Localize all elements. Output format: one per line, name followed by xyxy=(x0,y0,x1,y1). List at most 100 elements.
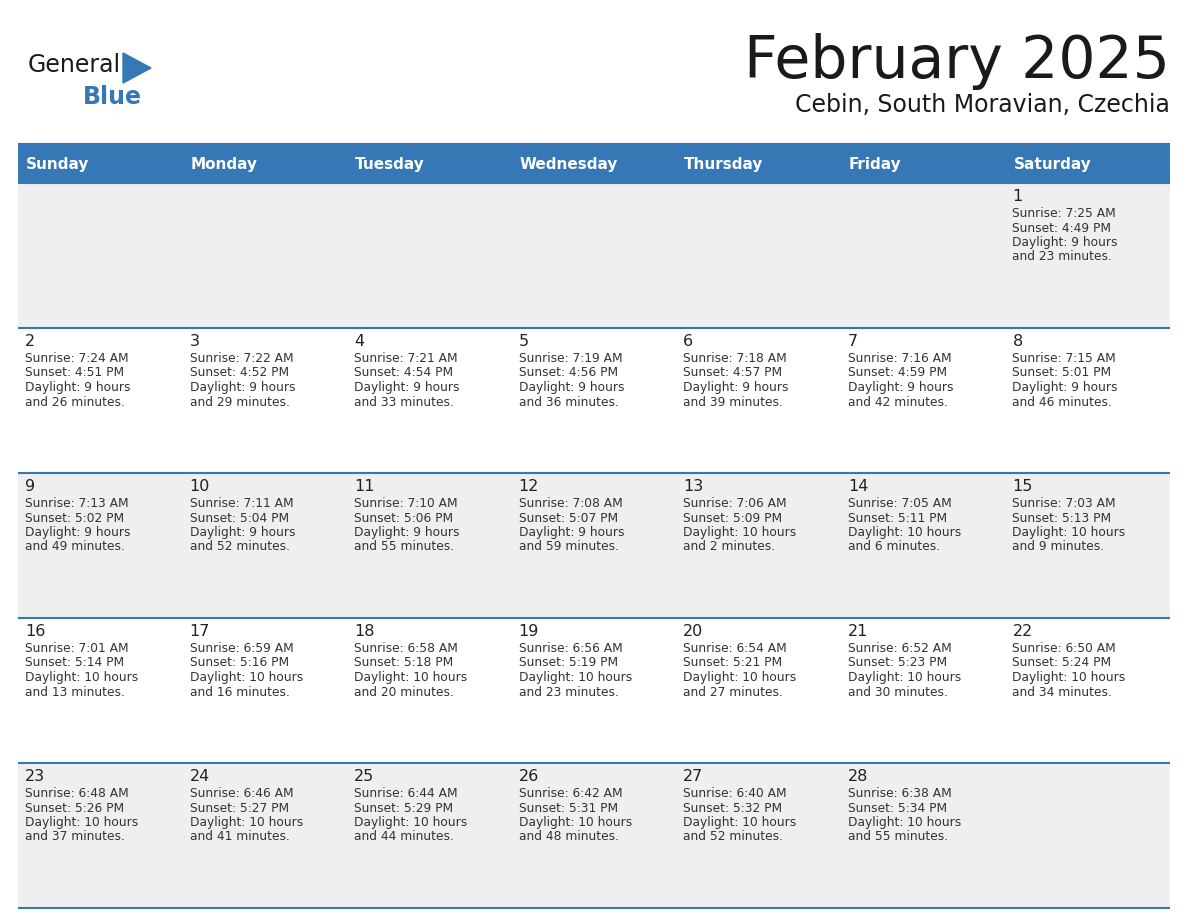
Text: and 55 minutes.: and 55 minutes. xyxy=(848,831,948,844)
Text: and 30 minutes.: and 30 minutes. xyxy=(848,686,948,699)
Text: and 44 minutes.: and 44 minutes. xyxy=(354,831,454,844)
Text: Sunset: 5:19 PM: Sunset: 5:19 PM xyxy=(519,656,618,669)
Text: 13: 13 xyxy=(683,479,703,494)
Text: 2: 2 xyxy=(25,334,36,349)
Text: and 13 minutes.: and 13 minutes. xyxy=(25,686,125,699)
Text: Sunrise: 7:22 AM: Sunrise: 7:22 AM xyxy=(190,352,293,365)
Text: Sunrise: 6:54 AM: Sunrise: 6:54 AM xyxy=(683,642,786,655)
Text: Daylight: 9 hours: Daylight: 9 hours xyxy=(848,381,953,394)
Text: Sunset: 5:11 PM: Sunset: 5:11 PM xyxy=(848,511,947,524)
Polygon shape xyxy=(124,53,151,83)
Text: and 2 minutes.: and 2 minutes. xyxy=(683,541,776,554)
Text: Sunset: 5:02 PM: Sunset: 5:02 PM xyxy=(25,511,124,524)
Text: and 46 minutes.: and 46 minutes. xyxy=(1012,396,1112,409)
Text: Sunrise: 6:56 AM: Sunrise: 6:56 AM xyxy=(519,642,623,655)
Text: Sunrise: 7:13 AM: Sunrise: 7:13 AM xyxy=(25,497,128,510)
Text: Sunrise: 6:59 AM: Sunrise: 6:59 AM xyxy=(190,642,293,655)
Text: Sunday: Sunday xyxy=(26,156,89,172)
Text: Daylight: 10 hours: Daylight: 10 hours xyxy=(848,671,961,684)
Text: Daylight: 9 hours: Daylight: 9 hours xyxy=(519,381,624,394)
Text: and 42 minutes.: and 42 minutes. xyxy=(848,396,948,409)
Text: Sunset: 5:24 PM: Sunset: 5:24 PM xyxy=(1012,656,1112,669)
Text: Monday: Monday xyxy=(190,156,258,172)
Text: 14: 14 xyxy=(848,479,868,494)
Text: 4: 4 xyxy=(354,334,365,349)
Text: Sunrise: 6:46 AM: Sunrise: 6:46 AM xyxy=(190,787,293,800)
Text: Daylight: 9 hours: Daylight: 9 hours xyxy=(519,526,624,539)
Text: Sunset: 5:26 PM: Sunset: 5:26 PM xyxy=(25,801,124,814)
Text: Daylight: 10 hours: Daylight: 10 hours xyxy=(683,526,796,539)
Text: General: General xyxy=(29,53,121,77)
Text: and 39 minutes.: and 39 minutes. xyxy=(683,396,783,409)
Text: Sunrise: 6:40 AM: Sunrise: 6:40 AM xyxy=(683,787,786,800)
Text: Sunset: 5:13 PM: Sunset: 5:13 PM xyxy=(1012,511,1112,524)
Text: Daylight: 9 hours: Daylight: 9 hours xyxy=(354,381,460,394)
Text: Sunrise: 6:44 AM: Sunrise: 6:44 AM xyxy=(354,787,457,800)
Text: Sunrise: 6:50 AM: Sunrise: 6:50 AM xyxy=(1012,642,1117,655)
Text: Daylight: 10 hours: Daylight: 10 hours xyxy=(683,816,796,829)
Text: 7: 7 xyxy=(848,334,858,349)
Text: 11: 11 xyxy=(354,479,374,494)
Text: February 2025: February 2025 xyxy=(744,33,1170,90)
Text: Sunset: 5:01 PM: Sunset: 5:01 PM xyxy=(1012,366,1112,379)
Text: 8: 8 xyxy=(1012,334,1023,349)
Text: Sunset: 5:04 PM: Sunset: 5:04 PM xyxy=(190,511,289,524)
Text: Sunrise: 7:21 AM: Sunrise: 7:21 AM xyxy=(354,352,457,365)
Text: Sunrise: 7:24 AM: Sunrise: 7:24 AM xyxy=(25,352,128,365)
Text: 17: 17 xyxy=(190,624,210,639)
Text: Daylight: 10 hours: Daylight: 10 hours xyxy=(848,526,961,539)
Bar xyxy=(18,328,1170,473)
Text: Sunrise: 7:18 AM: Sunrise: 7:18 AM xyxy=(683,352,786,365)
Text: Sunrise: 6:42 AM: Sunrise: 6:42 AM xyxy=(519,787,623,800)
Text: Thursday: Thursday xyxy=(684,156,764,172)
Text: 12: 12 xyxy=(519,479,539,494)
Text: and 26 minutes.: and 26 minutes. xyxy=(25,396,125,409)
Text: 28: 28 xyxy=(848,769,868,784)
Text: Tuesday: Tuesday xyxy=(355,156,425,172)
Text: Sunset: 5:27 PM: Sunset: 5:27 PM xyxy=(190,801,289,814)
Text: and 23 minutes.: and 23 minutes. xyxy=(519,686,619,699)
Text: and 29 minutes.: and 29 minutes. xyxy=(190,396,290,409)
Text: 10: 10 xyxy=(190,479,210,494)
Text: 20: 20 xyxy=(683,624,703,639)
Text: Sunset: 5:29 PM: Sunset: 5:29 PM xyxy=(354,801,454,814)
Text: Sunset: 4:59 PM: Sunset: 4:59 PM xyxy=(848,366,947,379)
Text: Blue: Blue xyxy=(83,85,143,109)
Text: Sunrise: 7:25 AM: Sunrise: 7:25 AM xyxy=(1012,207,1117,220)
Text: Sunset: 5:09 PM: Sunset: 5:09 PM xyxy=(683,511,783,524)
Text: 16: 16 xyxy=(25,624,45,639)
Text: 22: 22 xyxy=(1012,624,1032,639)
Text: Sunset: 5:34 PM: Sunset: 5:34 PM xyxy=(848,801,947,814)
Text: and 9 minutes.: and 9 minutes. xyxy=(1012,541,1105,554)
Text: 26: 26 xyxy=(519,769,539,784)
Text: Daylight: 10 hours: Daylight: 10 hours xyxy=(519,671,632,684)
Text: Sunrise: 7:06 AM: Sunrise: 7:06 AM xyxy=(683,497,786,510)
Text: Sunrise: 7:08 AM: Sunrise: 7:08 AM xyxy=(519,497,623,510)
Text: Daylight: 9 hours: Daylight: 9 hours xyxy=(354,526,460,539)
Text: and 52 minutes.: and 52 minutes. xyxy=(190,541,290,554)
Text: and 37 minutes.: and 37 minutes. xyxy=(25,831,125,844)
Text: 21: 21 xyxy=(848,624,868,639)
Text: Sunrise: 7:11 AM: Sunrise: 7:11 AM xyxy=(190,497,293,510)
Text: and 20 minutes.: and 20 minutes. xyxy=(354,686,454,699)
Text: Sunset: 4:56 PM: Sunset: 4:56 PM xyxy=(519,366,618,379)
Bar xyxy=(18,183,1170,328)
Text: Sunset: 4:54 PM: Sunset: 4:54 PM xyxy=(354,366,454,379)
Text: Sunrise: 6:38 AM: Sunrise: 6:38 AM xyxy=(848,787,952,800)
Text: Sunrise: 6:52 AM: Sunrise: 6:52 AM xyxy=(848,642,952,655)
Text: Daylight: 9 hours: Daylight: 9 hours xyxy=(25,526,131,539)
Text: Daylight: 9 hours: Daylight: 9 hours xyxy=(190,526,295,539)
Text: and 6 minutes.: and 6 minutes. xyxy=(848,541,940,554)
Text: Sunset: 5:14 PM: Sunset: 5:14 PM xyxy=(25,656,124,669)
Text: and 49 minutes.: and 49 minutes. xyxy=(25,541,125,554)
Bar xyxy=(18,145,1170,183)
Text: Daylight: 9 hours: Daylight: 9 hours xyxy=(25,381,131,394)
Text: 19: 19 xyxy=(519,624,539,639)
Text: Sunset: 5:07 PM: Sunset: 5:07 PM xyxy=(519,511,618,524)
Text: and 48 minutes.: and 48 minutes. xyxy=(519,831,619,844)
Text: 25: 25 xyxy=(354,769,374,784)
Text: 5: 5 xyxy=(519,334,529,349)
Text: Daylight: 10 hours: Daylight: 10 hours xyxy=(190,816,303,829)
Text: Friday: Friday xyxy=(849,156,902,172)
Text: 1: 1 xyxy=(1012,189,1023,204)
